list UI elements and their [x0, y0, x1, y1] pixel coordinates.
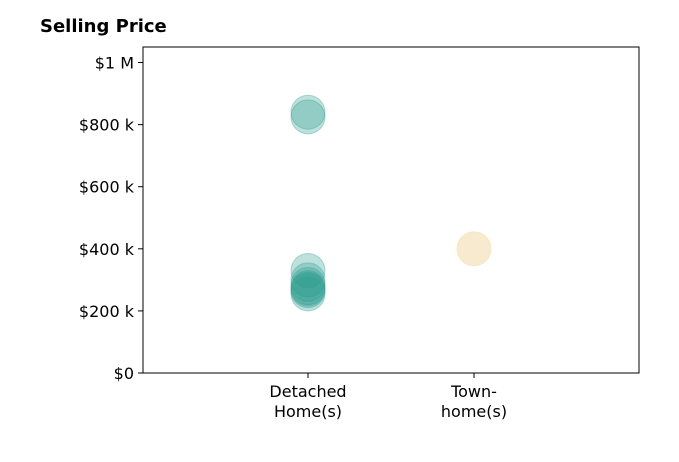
x-tick-label: Detached Home(s) — [269, 382, 346, 421]
y-axis: $0 $200 k $400 k $600 k $800 k $1 M — [79, 54, 143, 383]
y-tick-label: $200 k — [79, 302, 135, 321]
data-point — [290, 253, 326, 289]
plot-area-frame — [142, 46, 640, 374]
x-axis: Detached Home(s) Town-home(s) — [269, 373, 507, 421]
data-point — [290, 270, 326, 306]
y-tick-label: $1 M — [95, 54, 134, 73]
data-point — [290, 94, 326, 130]
data-point — [290, 262, 326, 298]
y-tick-label: $0 — [114, 364, 134, 383]
data-point — [290, 273, 326, 309]
data-point — [456, 231, 492, 267]
x-tick-label: Town-home(s) — [441, 382, 507, 421]
data-point — [290, 276, 326, 312]
data-point — [290, 99, 326, 135]
y-tick-label: $400 k — [79, 240, 135, 259]
data-point — [290, 267, 326, 303]
y-tick-label: $800 k — [79, 116, 135, 135]
data-point — [290, 271, 326, 307]
y-tick-label: $600 k — [79, 178, 135, 197]
chart-title: Selling Price — [40, 16, 167, 37]
data-points — [290, 94, 492, 312]
